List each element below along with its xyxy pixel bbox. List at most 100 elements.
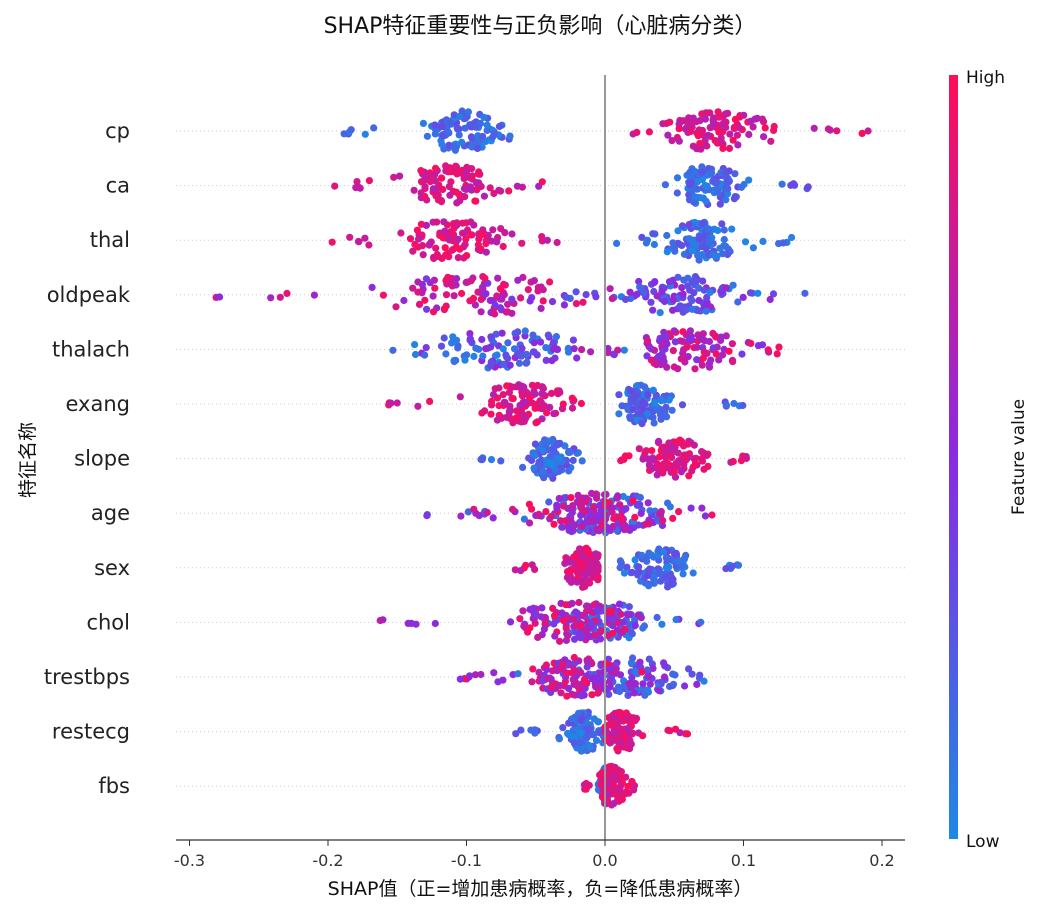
shap-point-oldpeak (502, 308, 510, 316)
shap-point-thalach (729, 358, 737, 366)
shap-point-exang (615, 391, 623, 399)
shap-point-slope (639, 455, 647, 463)
shap-point-oldpeak (746, 289, 755, 297)
shap-point-ca (439, 185, 447, 194)
shap-point-trestbps (571, 659, 579, 667)
shap-point-sex (517, 567, 525, 575)
shap-point-cp (506, 132, 514, 140)
shap-point-thalach (643, 352, 651, 360)
shap-point-trestbps (528, 678, 536, 686)
shap-point-thal (704, 225, 713, 233)
shap-point-slope (618, 456, 626, 464)
shap-point-trestbps (577, 692, 586, 700)
shap-point-thal (720, 235, 728, 244)
shap-point-exang (508, 383, 517, 391)
shap-point-oldpeak (572, 300, 581, 308)
shap-point-cp (456, 112, 464, 120)
shap-point-cp (495, 122, 503, 131)
shap-point-slope (530, 464, 538, 472)
shap-point-cp (719, 144, 727, 152)
shap-point-age (675, 508, 683, 516)
shap-point-ca (673, 174, 682, 182)
shap-point-cp (704, 131, 712, 139)
shap-point-sex (674, 557, 682, 565)
shap-point-oldpeak (477, 295, 485, 303)
shap-point-cp (476, 119, 485, 128)
shap-point-exang (531, 390, 539, 398)
shap-point-thal (759, 237, 767, 245)
shap-point-trestbps (570, 653, 578, 662)
shap-point-slope (645, 461, 654, 469)
shap-point-ca (724, 185, 732, 193)
shap-point-ca (410, 186, 418, 194)
shap-point-thal (685, 221, 693, 229)
shap-point-thalach (573, 354, 581, 362)
shap-point-ca (713, 178, 721, 186)
shap-point-exang (629, 405, 637, 413)
shap-point-trestbps (547, 675, 555, 683)
shap-point-oldpeak (500, 280, 508, 288)
shap-point-oldpeak (504, 300, 512, 308)
shap-point-oldpeak (526, 297, 534, 305)
shap-point-thalach (654, 352, 663, 361)
shap-point-trestbps (638, 668, 646, 676)
shap-point-oldpeak (649, 306, 657, 314)
shap-point-thalach (510, 345, 519, 353)
shap-point-restecg (607, 738, 615, 746)
shap-point-oldpeak (606, 285, 614, 293)
shap-point-exang (520, 383, 528, 391)
shap-point-trestbps (590, 674, 598, 682)
shap-point-thalach (698, 361, 706, 369)
shap-point-thalach (530, 339, 538, 347)
shap-point-age (687, 504, 695, 512)
shap-point-trestbps (557, 665, 566, 673)
shap-point-oldpeak (467, 277, 475, 285)
shap-point-age (644, 499, 652, 507)
shap-point-thalach (440, 334, 448, 342)
shap-point-slope (569, 456, 577, 465)
shap-point-restecg (631, 715, 640, 723)
shap-point-thalach (437, 342, 446, 350)
feature-label-exang: exang (66, 392, 131, 416)
shap-point-chol (529, 604, 538, 612)
shap-point-slope (653, 460, 661, 468)
shap-point-cp (453, 124, 461, 132)
shap-point-thal (439, 234, 447, 242)
shap-point-sex (638, 551, 646, 559)
shap-point-sex (567, 566, 575, 574)
shap-point-thalach (725, 347, 733, 355)
shap-point-restecg (622, 709, 631, 717)
shap-point-slope (689, 463, 697, 471)
shap-point-sex (628, 568, 636, 577)
shap-point-trestbps (565, 684, 573, 693)
shap-point-thalach (466, 335, 474, 343)
shap-point-cp (490, 130, 498, 138)
shap-point-cp (697, 145, 705, 153)
shap-point-thal (365, 241, 373, 249)
shap-point-trestbps (645, 672, 653, 681)
shap-point-slope (678, 437, 686, 446)
shap-point-exang (568, 404, 577, 412)
shap-point-restecg (512, 730, 520, 738)
shap-point-thalach (764, 346, 772, 354)
shap-point-thalach (697, 335, 705, 343)
shap-point-exang (739, 401, 747, 410)
shap-point-thalach (552, 333, 561, 341)
shap-point-thalach (722, 332, 730, 340)
shap-point-restecg (626, 736, 634, 745)
shap-point-age (589, 517, 597, 526)
shap-point-restecg (568, 732, 576, 740)
shap-point-cp (439, 132, 447, 140)
shap-point-restecg (559, 724, 567, 732)
shap-point-thal (441, 227, 449, 235)
shap-point-thalach (504, 339, 512, 347)
shap-point-thal (675, 240, 684, 248)
shap-point-fbs (616, 782, 625, 790)
shap-point-slope (729, 457, 737, 466)
shap-point-oldpeak (276, 293, 284, 301)
shap-point-thalach (544, 331, 552, 339)
shap-point-cp (745, 130, 753, 139)
shap-point-oldpeak (676, 302, 684, 310)
shap-point-thalach (775, 343, 783, 351)
